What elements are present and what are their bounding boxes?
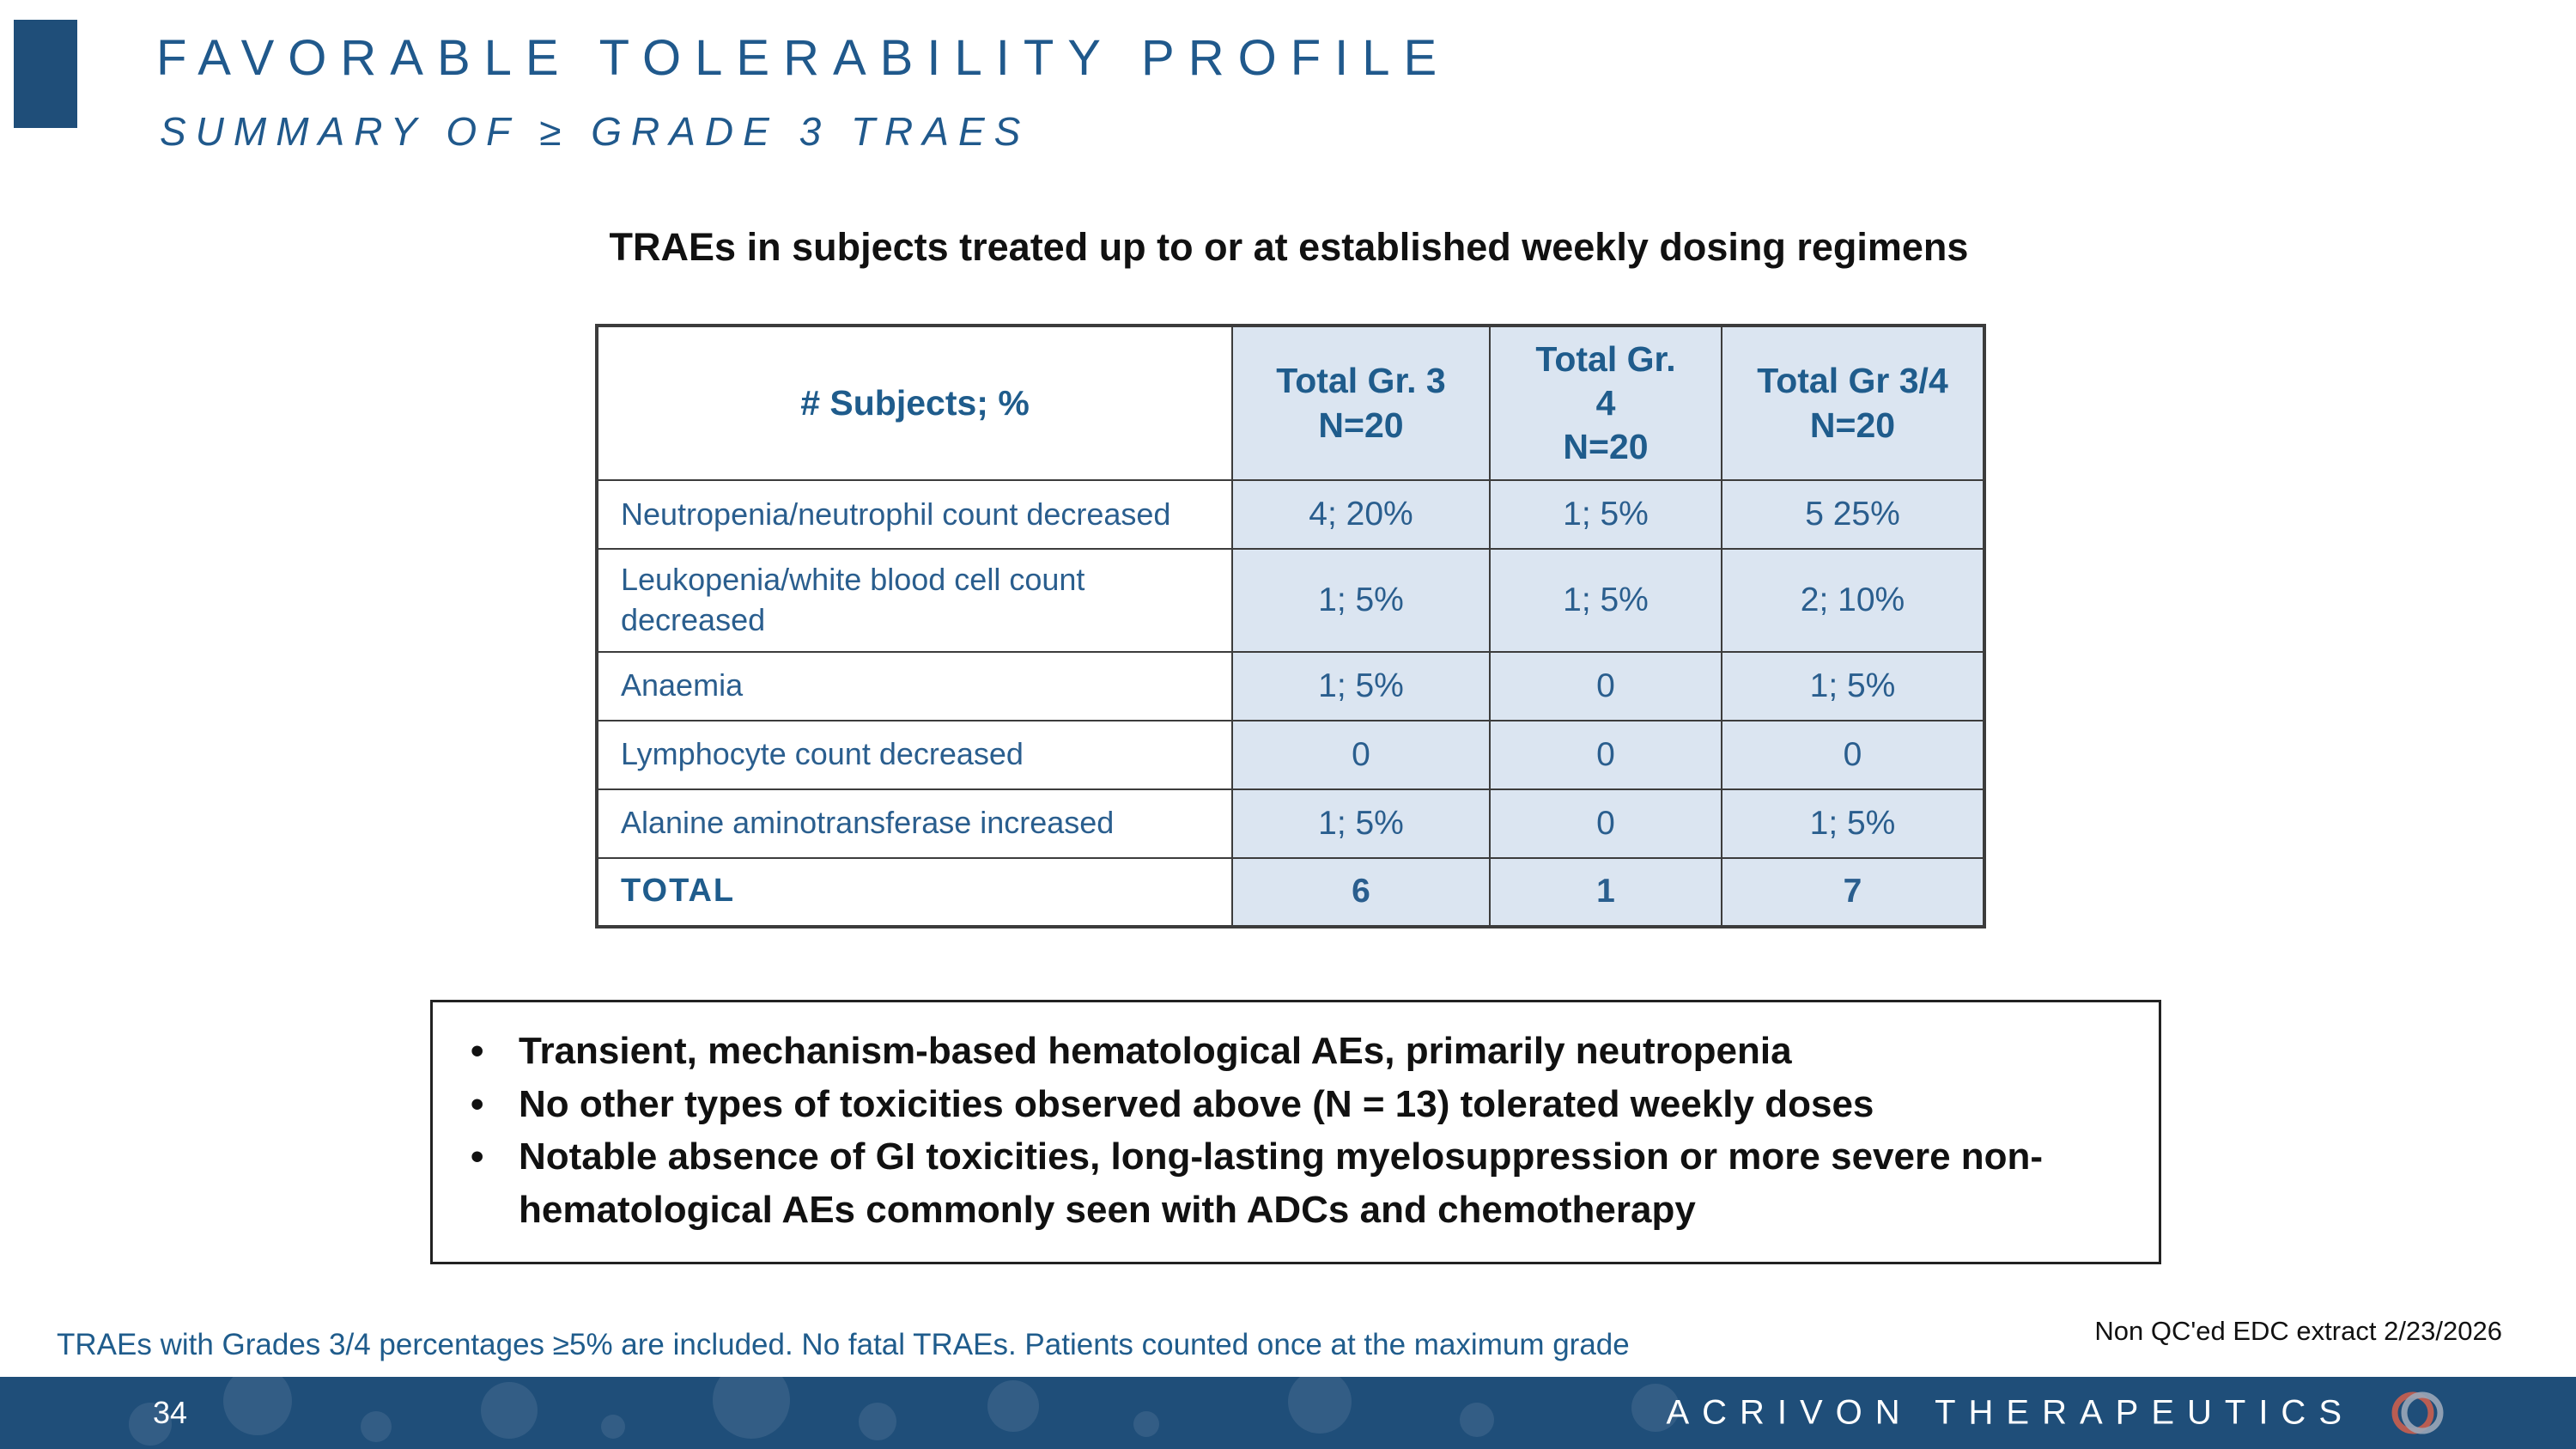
cell-gr34: 1; 5%: [1721, 788, 1985, 859]
interlocked-rings-icon: [2387, 1383, 2447, 1443]
footnote: TRAEs with Grades 3/4 percentages ≥5% ar…: [57, 1328, 1630, 1361]
footer-decoration-circle: [601, 1415, 625, 1439]
cell-gr4: 0: [1489, 788, 1722, 859]
footer-decoration-circle: [987, 1380, 1039, 1432]
cell-gr3: 1; 5%: [1231, 548, 1491, 653]
table-row: Lymphocyte count decreased 0 0 0: [596, 719, 1985, 790]
header-cell-subjects: # Subjects; %: [596, 325, 1233, 481]
total-label: TOTAL: [596, 856, 1233, 928]
footer-decoration-circle: [859, 1403, 896, 1440]
footer-decoration-circle: [1460, 1403, 1494, 1437]
footer-decoration-circle: [713, 1377, 790, 1439]
row-label: Anaemia: [596, 650, 1233, 721]
cell-gr34: 1; 5%: [1721, 650, 1985, 721]
row-label: Lymphocyte count decreased: [596, 719, 1233, 790]
row-label: Alanine aminotransferase increased: [596, 788, 1233, 859]
bullet-marker-icon: [459, 1130, 519, 1184]
bullet-marker-icon: [459, 1078, 519, 1131]
table-row: Alanine aminotransferase increased 1; 5%…: [596, 788, 1985, 859]
bullet-text: Transient, mechanism-based hematological…: [519, 1030, 1792, 1072]
bullet-item: Notable absence of GI toxicities, long-l…: [459, 1130, 2133, 1236]
bullet-item: No other types of toxicities observed ab…: [459, 1078, 2133, 1131]
cell-gr4: 1; 5%: [1489, 479, 1722, 550]
key-points-box: Transient, mechanism-based hematological…: [430, 1000, 2161, 1265]
total-gr4: 1: [1489, 856, 1722, 928]
traes-table: # Subjects; % Total Gr. 3 N=20 Total Gr.…: [595, 324, 1986, 928]
footer-bar: 34 ACRIVON THERAPEUTICS: [0, 1377, 2576, 1449]
header-cell-gr3: Total Gr. 3 N=20: [1231, 325, 1491, 481]
cell-gr34: 2; 10%: [1721, 548, 1985, 653]
table-row: Neutropenia/neutrophil count decreased 4…: [596, 479, 1985, 550]
slide-subtitle: SUMMARY OF ≥ GRADE 3 TRAES: [160, 109, 1030, 154]
header-cell-gr34: Total Gr 3/4 N=20: [1721, 325, 1985, 481]
bullet-item: Transient, mechanism-based hematological…: [459, 1025, 2133, 1078]
page-number: 34: [153, 1395, 188, 1430]
table-title: TRAEs in subjects treated up to or at es…: [609, 225, 1969, 269]
footer-decoration-circle: [129, 1403, 172, 1446]
total-gr3: 6: [1231, 856, 1491, 928]
cell-gr3: 1; 5%: [1231, 650, 1491, 721]
accent-square: [14, 20, 77, 128]
cell-gr34: 5 25%: [1721, 479, 1985, 550]
table-header-row: # Subjects; % Total Gr. 3 N=20 Total Gr.…: [596, 325, 1985, 481]
row-label: Leukopenia/white blood cell count decrea…: [596, 548, 1233, 653]
cell-gr4: 1; 5%: [1489, 548, 1722, 653]
total-gr34: 7: [1721, 856, 1985, 928]
cell-gr3: 0: [1231, 719, 1491, 790]
cell-gr4: 0: [1489, 719, 1722, 790]
slide-title: FAVORABLE TOLERABILITY PROFILE: [156, 30, 1451, 86]
cell-gr34: 0: [1721, 719, 1985, 790]
footer-decoration-circle: [1631, 1384, 1680, 1432]
table-total-row: TOTAL 6 1 7: [596, 856, 1985, 928]
company-name: ACRIVON THERAPEUTICS: [1666, 1393, 2354, 1432]
bullet-marker-icon: [459, 1025, 519, 1078]
row-label: Neutropenia/neutrophil count decreased: [596, 479, 1233, 550]
table-row: Anaemia 1; 5% 0 1; 5%: [596, 650, 1985, 721]
header-cell-gr4: Total Gr. 4 N=20: [1489, 325, 1722, 481]
footer-decoration-circle: [223, 1377, 292, 1435]
bullet-text: Notable absence of GI toxicities, long-l…: [519, 1135, 2044, 1231]
cell-gr3: 4; 20%: [1231, 479, 1491, 550]
cell-gr4: 0: [1489, 650, 1722, 721]
footer-decoration-circle: [481, 1382, 538, 1439]
extract-note: Non QC'ed EDC extract 2/23/2026: [2094, 1316, 2502, 1346]
cell-gr3: 1; 5%: [1231, 788, 1491, 859]
footer-decoration-circle: [1133, 1411, 1159, 1437]
bullet-text: No other types of toxicities observed ab…: [519, 1082, 1874, 1125]
table-row: Leukopenia/white blood cell count decrea…: [596, 548, 1985, 653]
footer-decoration-circle: [361, 1411, 392, 1442]
footer-decoration-circle: [1288, 1377, 1352, 1434]
